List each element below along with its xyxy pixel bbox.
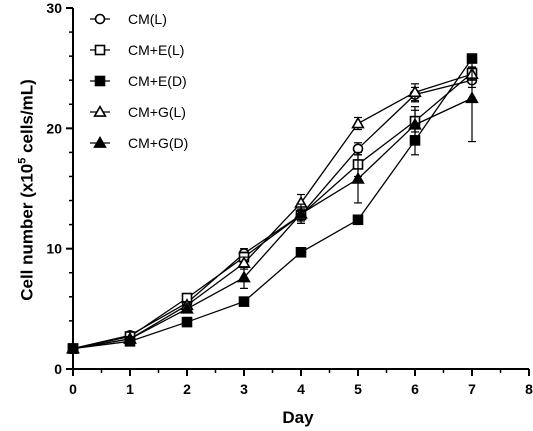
legend-marker xyxy=(94,44,106,56)
legend-label: CM(L) xyxy=(128,11,167,27)
data-point xyxy=(408,117,422,130)
x-tick-label-7: 7 xyxy=(468,381,476,397)
legend-item-3: CM+G(L) xyxy=(90,104,186,120)
x-tick-label-1: 1 xyxy=(126,381,134,397)
data-point xyxy=(180,301,194,314)
data-point xyxy=(66,341,80,354)
data-point xyxy=(352,214,364,226)
legend-label: CM+G(D) xyxy=(128,135,188,151)
data-point xyxy=(408,85,422,98)
data-point xyxy=(238,296,250,307)
y-tick-label-1: 10 xyxy=(46,241,62,257)
x-tick-label-5: 5 xyxy=(354,381,362,397)
x-tick-label-3: 3 xyxy=(240,381,248,397)
data-point xyxy=(237,270,251,283)
data-point xyxy=(181,316,193,328)
series-line xyxy=(72,72,473,350)
x-tick-label-8: 8 xyxy=(525,381,533,397)
y-tick-label-0: 0 xyxy=(54,361,62,377)
data-point xyxy=(351,116,365,129)
series-4 xyxy=(66,54,479,354)
data-point xyxy=(351,171,365,184)
x-tick-label-0: 0 xyxy=(69,381,77,397)
legend-marker xyxy=(94,13,106,25)
x-tick-label-6: 6 xyxy=(411,381,419,397)
x-axis-label: Day xyxy=(282,408,314,427)
series-line xyxy=(72,97,473,350)
data-point xyxy=(294,206,308,219)
data-point xyxy=(295,246,307,258)
legend-marker xyxy=(93,104,107,117)
data-point xyxy=(123,331,137,344)
y-tick-label-3: 30 xyxy=(46,0,62,16)
axes: 0 1 2 3 4 5 6 7 8 0 10 20 30 xyxy=(46,0,533,397)
legend: CM(L) CM+E(L) CM+E(D) CM+G(L) CM+G(D) xyxy=(90,11,188,151)
legend-label: CM+E(D) xyxy=(128,73,187,89)
legend-item-2: CM+E(D) xyxy=(90,73,187,89)
legend-marker xyxy=(94,75,106,87)
legend-item-4: CM+G(D) xyxy=(90,135,188,151)
series-line xyxy=(72,58,473,350)
legend-marker xyxy=(93,135,107,148)
legend-item-0: CM(L) xyxy=(90,11,167,27)
legend-label: CM+E(L) xyxy=(128,42,184,58)
y-tick-label-2: 20 xyxy=(46,120,62,136)
legend-item-1: CM+E(L) xyxy=(90,42,184,58)
plot-area xyxy=(66,53,479,354)
x-tick-label-4: 4 xyxy=(297,381,305,397)
data-point xyxy=(465,91,479,104)
x-tick-label-2: 2 xyxy=(183,381,191,397)
legend-label: CM+G(L) xyxy=(128,104,186,120)
